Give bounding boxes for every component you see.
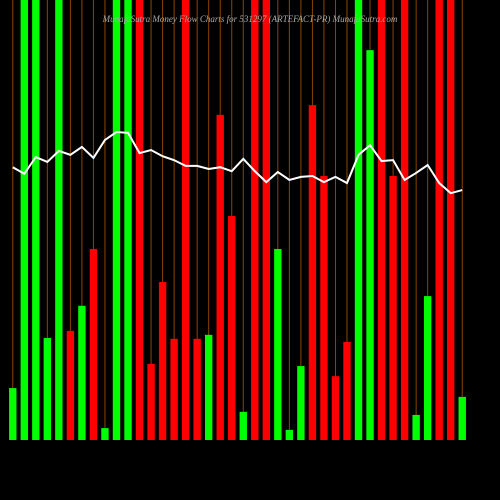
bar <box>9 388 17 440</box>
chart-title: MunafaSutra Money Flow Charts for 531297… <box>102 14 398 24</box>
bar <box>228 216 236 440</box>
bar <box>239 411 247 440</box>
bar <box>308 105 317 440</box>
bar <box>297 366 305 440</box>
bar <box>43 337 52 440</box>
bar <box>78 305 86 440</box>
bar <box>447 0 455 440</box>
money-flow-line <box>12 130 463 195</box>
bar <box>354 0 363 440</box>
bar <box>66 330 75 440</box>
bar <box>400 0 409 440</box>
bar <box>158 282 167 440</box>
bar <box>216 114 224 440</box>
bar <box>331 376 340 440</box>
bar <box>274 249 282 440</box>
bar <box>435 0 443 440</box>
bar <box>377 0 386 440</box>
bar <box>204 334 213 440</box>
bar <box>20 0 28 440</box>
bar <box>89 249 98 440</box>
bar <box>262 0 271 440</box>
bar <box>458 396 466 440</box>
bar <box>135 0 144 440</box>
bar <box>285 429 294 440</box>
bar <box>366 50 374 440</box>
bar <box>423 296 432 440</box>
bar <box>101 428 109 440</box>
bar <box>343 341 351 440</box>
bar <box>251 0 259 440</box>
bar <box>147 363 155 440</box>
bar <box>181 0 190 440</box>
bar <box>170 338 178 440</box>
bar <box>32 0 40 440</box>
bar <box>124 0 132 440</box>
bar <box>412 414 420 440</box>
bar <box>112 0 121 440</box>
bar <box>320 176 328 440</box>
bar <box>389 176 397 440</box>
bar <box>55 0 63 440</box>
bar <box>193 338 201 440</box>
